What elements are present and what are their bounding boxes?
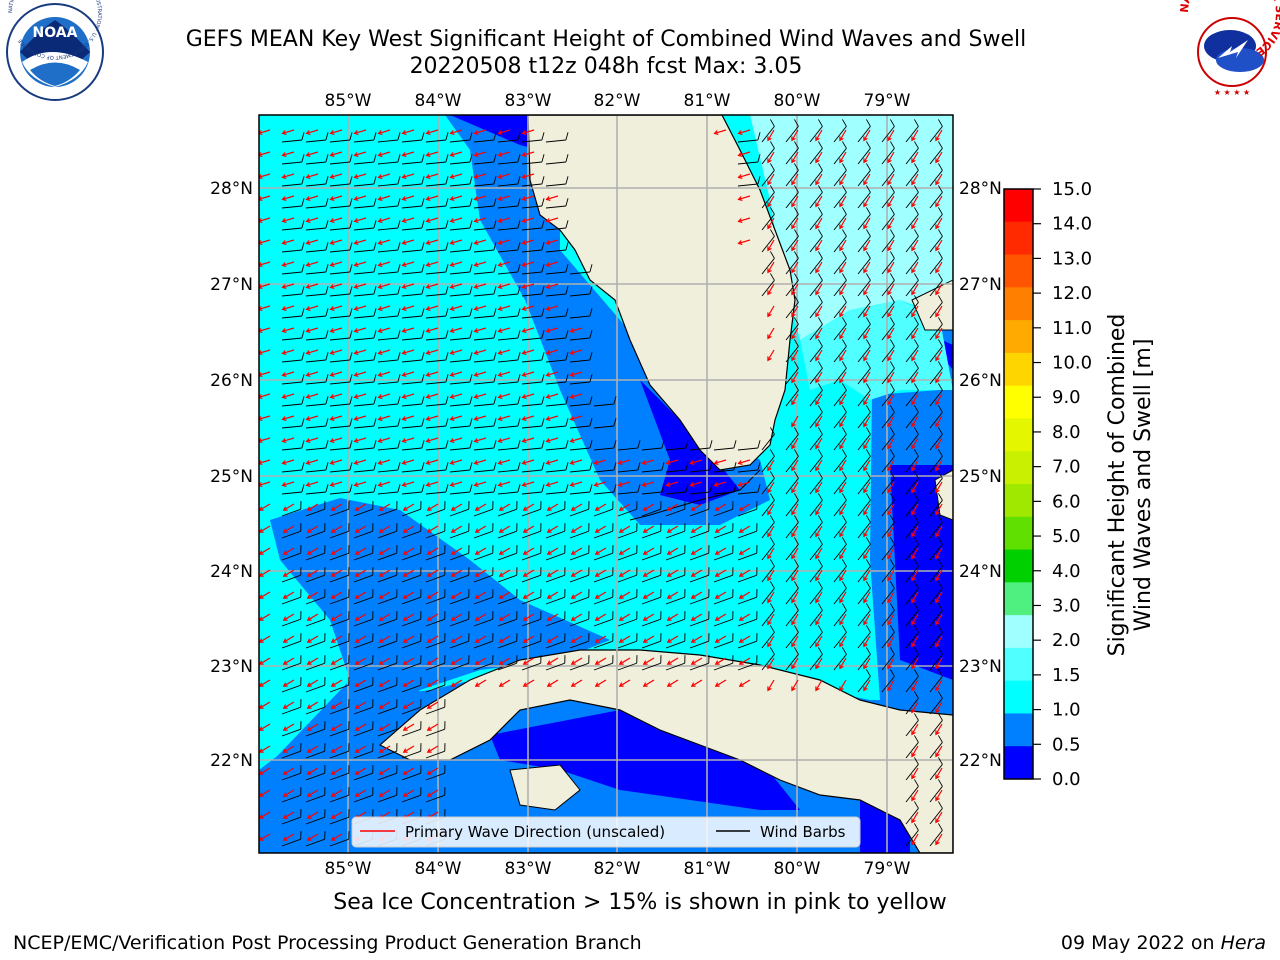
colorbar-segment bbox=[1004, 549, 1033, 583]
colorbar-segment bbox=[1004, 680, 1033, 714]
colorbar-segment bbox=[1004, 484, 1033, 518]
nws-logo-icon: NATIONAL WEATHER SERVICE ★ ★ ★ ★ bbox=[1178, 0, 1280, 100]
legend-barb-label: Wind Barbs bbox=[760, 823, 846, 841]
colorbar-tick-label: 10.0 bbox=[1052, 353, 1092, 374]
legend-wave-label: Primary Wave Direction (unscaled) bbox=[405, 823, 665, 841]
colorbar-segment bbox=[1004, 451, 1033, 485]
colorbar-tick-label: 0.0 bbox=[1052, 769, 1081, 790]
colorbar-tick-label: 5.0 bbox=[1052, 526, 1081, 547]
colorbar-segment bbox=[1004, 254, 1033, 288]
colorbar-tick-label: 1.5 bbox=[1052, 665, 1081, 686]
colorbar-tick-label: 7.0 bbox=[1052, 457, 1081, 478]
colorbar-tick-label: 14.0 bbox=[1052, 214, 1092, 235]
lat-tick-label: 24°N bbox=[210, 562, 253, 582]
footer-date: 09 May 2022 on Hera bbox=[1061, 932, 1266, 954]
lon-tick-label: 80°W bbox=[774, 91, 821, 111]
wave-height-field bbox=[259, 115, 953, 853]
chart-title: GEFS MEAN Key West Significant Height of… bbox=[185, 27, 1027, 52]
lat-tick-label: 26°N bbox=[959, 371, 1002, 391]
footer-date-text: 09 May 2022 on bbox=[1060, 932, 1221, 954]
colorbar-segment bbox=[1004, 221, 1033, 256]
lat-tick-label: 26°N bbox=[210, 371, 253, 391]
lon-tick-label: 81°W bbox=[684, 859, 731, 879]
noaa-wordmark: NOAA bbox=[33, 25, 78, 41]
lat-tick-label: 22°N bbox=[210, 751, 253, 771]
colorbar-label-line2: Wind Waves and Swell [m] bbox=[1131, 339, 1156, 632]
lat-tick-label: 27°N bbox=[959, 275, 1002, 295]
colorbar-tick-label: 1.0 bbox=[1052, 700, 1081, 721]
lon-tick-label: 81°W bbox=[684, 91, 731, 111]
colorbar-segment bbox=[1004, 418, 1033, 452]
lon-tick-label: 84°W bbox=[415, 91, 462, 111]
caption: Sea Ice Concentration > 15% is shown in … bbox=[333, 890, 947, 915]
footer-host: Hera bbox=[1220, 932, 1266, 954]
lat-tick-label: 28°N bbox=[959, 179, 1002, 199]
colorbar-tick-label: 9.0 bbox=[1052, 387, 1081, 408]
lon-tick-label: 84°W bbox=[415, 859, 462, 879]
colorbar-tick-label: 8.0 bbox=[1052, 422, 1081, 443]
longitude-ticks-bottom: 85°W 84°W 83°W 82°W 81°W 80°W 79°W bbox=[325, 859, 911, 879]
colorbar-label-line1: Significant Height of Combined bbox=[1105, 314, 1130, 657]
lat-tick-label: 25°N bbox=[959, 467, 1002, 487]
colorbar-tick-label: 3.0 bbox=[1052, 595, 1081, 616]
longitude-ticks-top: 85°W 84°W 83°W 82°W 81°W 80°W 79°W bbox=[325, 91, 911, 111]
lat-tick-label: 24°N bbox=[959, 562, 1002, 582]
colorbar-segment bbox=[1004, 385, 1033, 419]
lat-tick-label: 22°N bbox=[959, 751, 1002, 771]
lon-tick-label: 80°W bbox=[774, 859, 821, 879]
colorbar-tick-label: 15.0 bbox=[1052, 179, 1092, 200]
colorbar-tick-label: 13.0 bbox=[1052, 248, 1092, 269]
wind-barbs bbox=[281, 119, 943, 847]
colorbar-tick-label: 11.0 bbox=[1052, 318, 1092, 339]
lat-tick-label: 25°N bbox=[210, 467, 253, 487]
colorbar-segment bbox=[1004, 582, 1033, 616]
svg-text:★ ★ ★ ★: ★ ★ ★ ★ bbox=[1214, 88, 1250, 97]
lon-tick-label: 85°W bbox=[325, 859, 372, 879]
lon-tick-label: 85°W bbox=[325, 91, 372, 111]
noaa-logo-icon: NOAA NATIONAL OCEANIC AND ATMOSPHERIC AD… bbox=[6, 0, 104, 101]
lon-tick-label: 83°W bbox=[505, 91, 552, 111]
colorbar-tick-label: 12.0 bbox=[1052, 283, 1092, 304]
colorbar-segment bbox=[1004, 189, 1033, 223]
colorbar-tick-label: 2.0 bbox=[1052, 630, 1081, 651]
lon-tick-label: 82°W bbox=[594, 859, 641, 879]
lon-tick-label: 82°W bbox=[594, 91, 641, 111]
colorbar-segment bbox=[1004, 615, 1033, 649]
lat-tick-label: 28°N bbox=[210, 179, 253, 199]
latitude-ticks-right: 28°N 27°N 26°N 25°N 24°N 23°N 22°N bbox=[959, 179, 1002, 771]
colorbar-segment bbox=[1004, 516, 1033, 551]
colorbar-tick-label: 4.0 bbox=[1052, 561, 1081, 582]
lat-tick-label: 23°N bbox=[210, 657, 253, 677]
colorbar-segment bbox=[1004, 320, 1033, 354]
lon-tick-label: 79°W bbox=[864, 859, 911, 879]
latitude-ticks-left: 28°N 27°N 26°N 25°N 24°N 23°N 22°N bbox=[210, 179, 253, 771]
colorbar-segment bbox=[1004, 746, 1033, 780]
lon-tick-label: 79°W bbox=[864, 91, 911, 111]
colorbar-tick-label: 0.5 bbox=[1052, 734, 1081, 755]
colorbar-segment bbox=[1004, 352, 1033, 387]
footer-credit: NCEP/EMC/Verification Post Processing Pr… bbox=[13, 932, 642, 954]
wave-direction-arrows bbox=[259, 129, 943, 846]
map-frame bbox=[258, 114, 954, 854]
legend: Primary Wave Direction (unscaled) Wind B… bbox=[351, 816, 861, 848]
colorbar-tick-label: 6.0 bbox=[1052, 491, 1081, 512]
lat-tick-label: 27°N bbox=[210, 275, 253, 295]
colorbar-segment bbox=[1004, 647, 1033, 682]
colorbar-segment bbox=[1004, 287, 1033, 321]
chart-subtitle: 20220508 t12z 048h fcst Max: 3.05 bbox=[409, 54, 803, 79]
colorbar: 15.0 14.0 13.0 12.0 11.0 10.0 9.0 8.0 7.0 6.0 5.0 4… bbox=[1003, 179, 1156, 790]
lon-tick-label: 83°W bbox=[505, 859, 552, 879]
lat-tick-label: 23°N bbox=[959, 657, 1002, 677]
colorbar-segment bbox=[1004, 713, 1033, 747]
